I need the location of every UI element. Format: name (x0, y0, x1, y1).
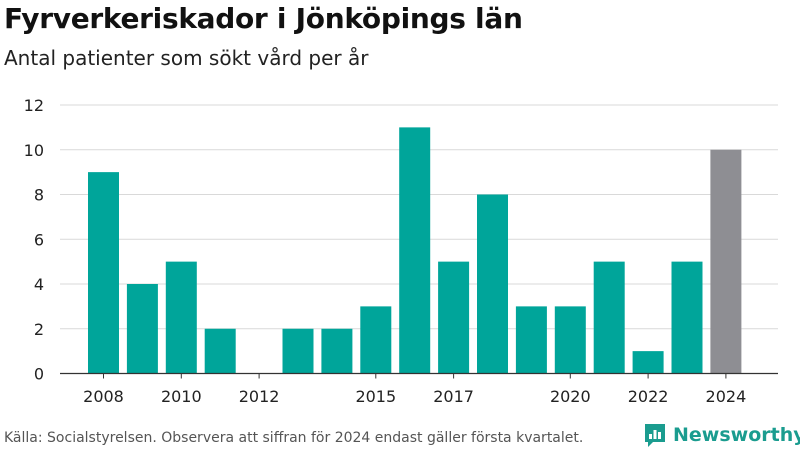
bar-chart-logo-icon (645, 424, 665, 447)
bar-2023 (671, 261, 703, 374)
x-tick-label: 2008 (83, 387, 124, 406)
source-note: Källa: Socialstyrelsen. Observera att si… (4, 430, 584, 446)
y-tick-label: 4 (34, 275, 44, 294)
y-tick-label: 6 (34, 230, 44, 249)
bar-2010 (165, 261, 197, 374)
bar-2014 (321, 328, 353, 374)
bar-2017 (438, 261, 470, 374)
bar-2011 (204, 328, 236, 374)
y-tick-label: 0 (34, 365, 44, 384)
x-tick-label: 2012 (239, 387, 280, 406)
x-tick-label: 2022 (628, 387, 669, 406)
y-tick-label: 8 (34, 186, 44, 205)
bar-2015 (360, 306, 392, 374)
x-tick-label: 2010 (161, 387, 202, 406)
brand-name: Newsworthy (673, 424, 800, 446)
bar-2020 (554, 306, 586, 374)
bar-2021 (593, 261, 625, 374)
bar-2013 (282, 328, 314, 374)
bar-2022 (632, 351, 664, 374)
chart-subtitle: Antal patienter som sökt vård per år (4, 46, 369, 70)
brand-logo: Newsworthy (643, 420, 800, 450)
x-tick-label: 2020 (550, 387, 591, 406)
bar-2016 (399, 127, 431, 374)
bar-2024 (710, 149, 742, 374)
y-tick-label: 12 (24, 96, 44, 115)
x-tick-label: 2015 (355, 387, 396, 406)
y-tick-label: 10 (24, 141, 44, 160)
y-tick-label: 2 (34, 320, 44, 339)
bar-2009 (126, 284, 158, 374)
x-tick-label: 2024 (706, 387, 747, 406)
bar-2019 (515, 306, 547, 374)
chart-title: Fyrverkeriskador i Jönköpings län (4, 2, 523, 35)
bar-2008 (88, 172, 119, 374)
bar-2018 (477, 194, 508, 374)
bar-chart: 0 2 4 6 8 10 12 2008 2010 2012 2015 2017 2020 2022 202… (24, 96, 778, 406)
x-tick-label: 2017 (433, 387, 474, 406)
